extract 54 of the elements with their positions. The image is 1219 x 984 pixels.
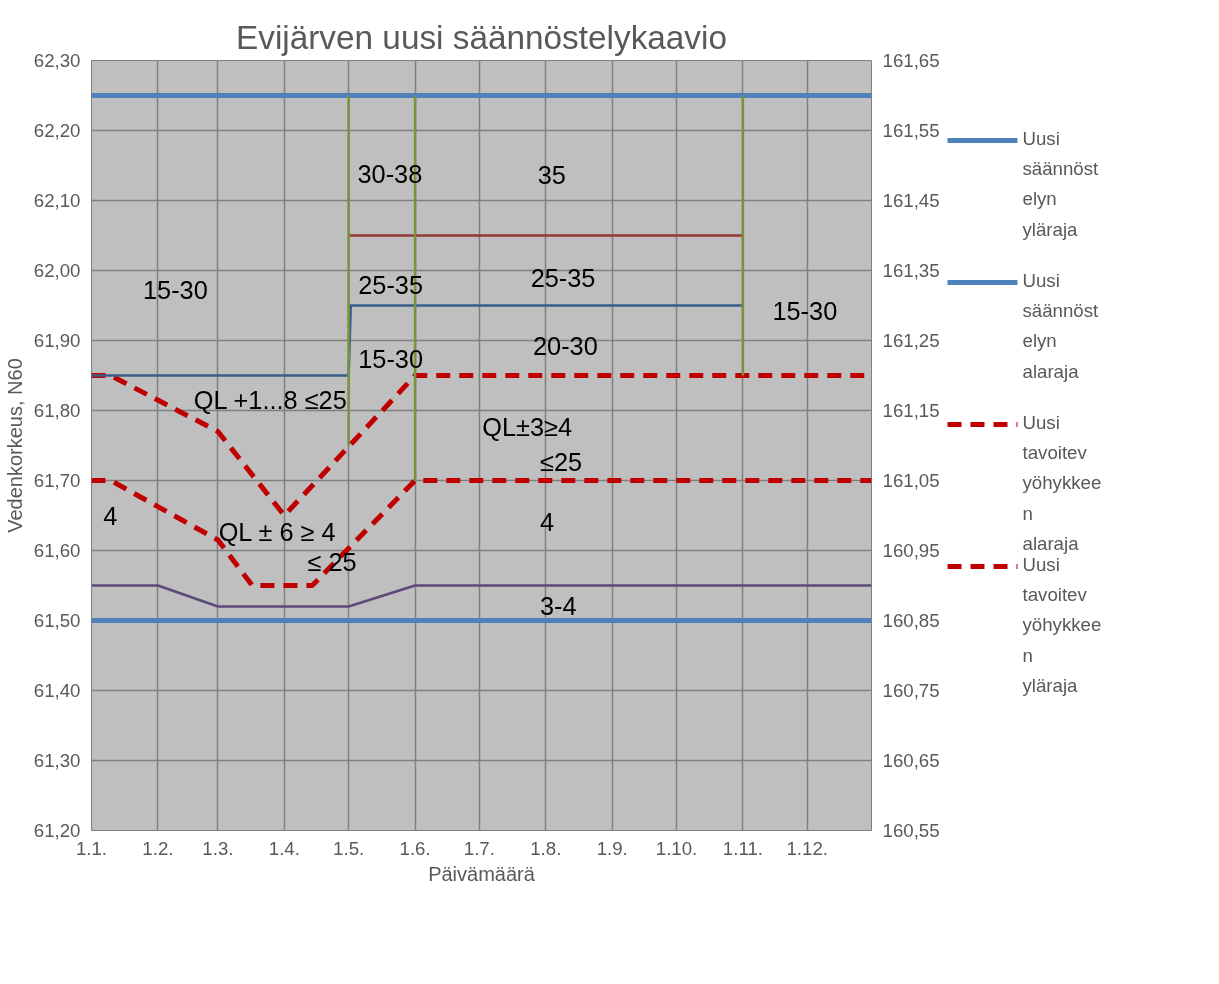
chart-title: Evijärven uusi säännöstelykaavio bbox=[236, 18, 727, 56]
x-tick-label: 1.8. bbox=[530, 837, 562, 859]
annotation: 4 bbox=[540, 507, 555, 536]
annotation: 3-4 bbox=[540, 592, 577, 621]
y-tick-label: 61,60 bbox=[33, 540, 81, 561]
legend-label: Uusi tavoitevyöhykkeen yläraja bbox=[1022, 553, 1102, 697]
y-tick-label: 61,30 bbox=[33, 750, 81, 771]
annotation: ≤25 bbox=[540, 448, 583, 477]
legend-label: Uusi tavoitevyöhykkeen alaraja bbox=[1022, 411, 1102, 555]
x-tick-label: 1.3. bbox=[202, 837, 234, 859]
annotation: 35 bbox=[537, 161, 566, 190]
x-tick-label: 1.12. bbox=[786, 837, 828, 859]
y2-tick-label: 161,15 bbox=[882, 400, 940, 421]
x-tick-label: 1.9. bbox=[596, 837, 628, 859]
y2-tick-label: 161,05 bbox=[882, 470, 940, 491]
y2-tick-label: 160,85 bbox=[882, 610, 940, 631]
y2-tick-label: 160,55 bbox=[882, 820, 940, 841]
annotation: QL +1...8 ≤25 bbox=[193, 386, 347, 415]
x-tick-label: 1.11. bbox=[722, 837, 763, 859]
x-tick-label: 1.4. bbox=[268, 837, 300, 859]
annotation: QL ± 6 ≥ 4 bbox=[218, 517, 336, 546]
legend-label: Uusi säännöstelyn yläraja bbox=[1022, 127, 1100, 240]
legend-label: Uusi säännöstelyn alaraja bbox=[1022, 269, 1100, 382]
x-tick-label: 1.2. bbox=[142, 837, 174, 859]
y-axis-title: Vedenkorkeus, N60 bbox=[3, 358, 26, 533]
annotation: 20-30 bbox=[532, 332, 598, 361]
annotation: 25-35 bbox=[530, 263, 596, 292]
x-tick-label: 1.6. bbox=[399, 837, 431, 859]
x-tick-label: 1.10. bbox=[655, 837, 698, 859]
annotation: 15-30 bbox=[142, 275, 208, 304]
x-tick-label: 1.7. bbox=[463, 837, 495, 859]
y2-tick-label: 161,65 bbox=[882, 50, 940, 71]
y2-tick-label: 160,95 bbox=[882, 540, 940, 561]
y2-tick-label: 160,65 bbox=[882, 750, 940, 771]
y2-tick-label: 161,35 bbox=[882, 260, 940, 281]
y-tick-label: 61,80 bbox=[33, 400, 81, 421]
annotation: 15-30 bbox=[772, 296, 838, 325]
y2-tick-label: 161,25 bbox=[882, 330, 940, 351]
annotation: ≤ 25 bbox=[307, 547, 357, 576]
annotation: QL±3≥4 bbox=[482, 413, 573, 442]
y-tick-label: 61,90 bbox=[33, 330, 81, 351]
y-tick-label: 61,40 bbox=[33, 680, 81, 701]
y2-tick-label: 160,75 bbox=[882, 680, 940, 701]
y-tick-label: 62,00 bbox=[33, 260, 81, 281]
y2-tick-label: 161,55 bbox=[882, 120, 940, 141]
y2-tick-label: 161,45 bbox=[882, 190, 940, 211]
y-tick-label: 61,50 bbox=[33, 610, 81, 631]
x-tick-label: 1.5. bbox=[333, 837, 365, 859]
x-axis-title: Päivämäärä bbox=[428, 862, 536, 885]
annotation: 4 bbox=[103, 501, 118, 530]
y-tick-label: 62,30 bbox=[33, 50, 81, 71]
y-tick-label: 62,10 bbox=[33, 190, 81, 211]
y-tick-label: 61,70 bbox=[33, 470, 81, 491]
y-tick-label: 62,20 bbox=[33, 120, 81, 141]
